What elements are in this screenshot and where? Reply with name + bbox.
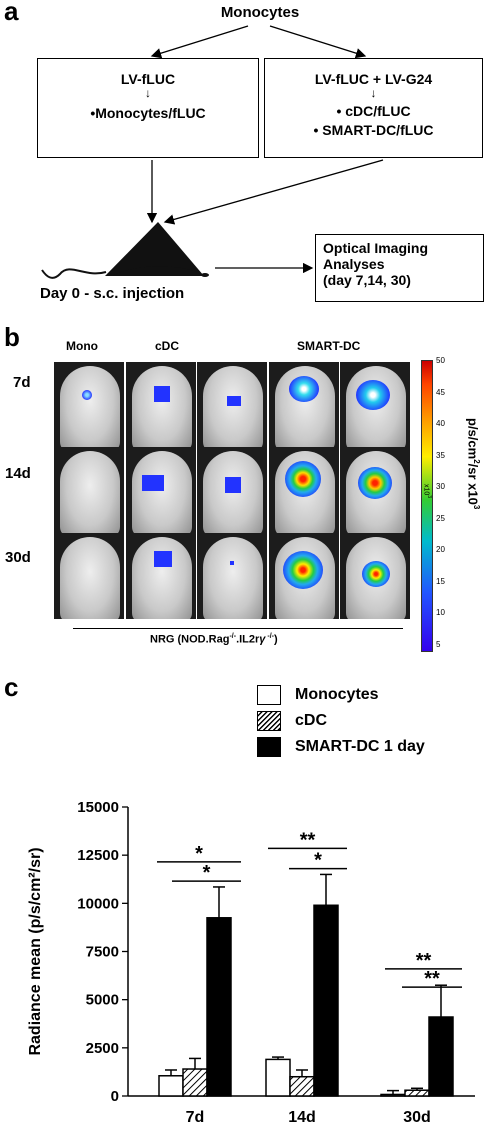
legend-swatch-monocytes bbox=[257, 685, 281, 705]
strain-underline bbox=[73, 628, 403, 629]
mouse-image-cdc1-30d bbox=[126, 533, 196, 619]
mouse-image-smart1-7d bbox=[269, 362, 339, 448]
mouse-image-smart2-30d bbox=[340, 533, 410, 619]
bar-monocytes bbox=[265, 1058, 291, 1097]
analysis-line3: (day 7,14, 30) bbox=[323, 272, 411, 288]
col-header-cdc: cDC bbox=[155, 339, 180, 353]
legend-label-smartdc: SMART-DC 1 day bbox=[295, 738, 425, 755]
row-label-30d: 30d bbox=[5, 549, 31, 566]
y-tick-label: 5000 bbox=[86, 992, 119, 1009]
colorbar-label: p/s/cm2/sr x103 bbox=[465, 418, 481, 510]
mouse-silhouette-icon bbox=[41, 222, 209, 279]
bar-monocytes bbox=[380, 1093, 406, 1097]
right-box-line1: • cDC/fLUC bbox=[336, 103, 411, 119]
legend-swatch-smartdc bbox=[257, 737, 281, 757]
strain-gamma: γ bbox=[259, 633, 266, 646]
colorbar-small-mark: x103 bbox=[422, 484, 432, 499]
colorbar-tick-label: 20 bbox=[436, 545, 445, 555]
left-box-arrow: ↓ bbox=[145, 86, 151, 100]
right-transduction-box: LV-fLUC + LV-G24 ↓ • cDC/fLUC • SMART-DC… bbox=[264, 58, 483, 158]
legend-swatch-cdc bbox=[257, 711, 281, 731]
mouse-image-cdc2-30d bbox=[197, 533, 267, 619]
row-label-7d: 7d bbox=[13, 374, 31, 391]
analysis-line1: Optical Imaging bbox=[323, 240, 429, 256]
monocytes-label: Monocytes bbox=[220, 4, 300, 21]
mouse-image-smart2-14d bbox=[340, 447, 410, 533]
x-tick-label: 7d bbox=[186, 1109, 205, 1126]
legend-item-cdc: cDC bbox=[257, 708, 425, 734]
mouse-image-mono-30d bbox=[54, 533, 124, 619]
bar-cdc bbox=[182, 1068, 208, 1097]
bar-smartdc bbox=[313, 904, 339, 1097]
right-box-arrow: ↓ bbox=[370, 86, 377, 100]
analysis-box: Optical Imaging Analyses (day 7,14, 30) bbox=[315, 234, 484, 302]
legend: Monocytes cDC SMART-DC 1 day bbox=[257, 682, 425, 760]
y-tick-label: 10000 bbox=[77, 895, 119, 912]
row-label-14d: 14d bbox=[5, 465, 31, 482]
injection-label: Day 0 - s.c. injection bbox=[40, 285, 185, 302]
strain-label: NRG (NOD.Rag-/-.IL2rγ -/-) bbox=[150, 633, 278, 646]
colorbar-tick-label: 5 bbox=[436, 640, 441, 649]
right-box-title: LV-fLUC + LV-G24 bbox=[314, 71, 433, 87]
legend-item-smartdc: SMART-DC 1 day bbox=[257, 734, 425, 760]
colorbar-tick-label: 30 bbox=[436, 482, 445, 492]
col-header-mono: Mono bbox=[66, 339, 98, 353]
radiance-bar-chart: 0 2500 5000 7500 10000 12500 15000 Radiance mea… bbox=[27, 799, 475, 1126]
y-tick-label: 12500 bbox=[77, 847, 119, 864]
significance-marker: ** bbox=[424, 968, 440, 990]
y-tick-label: 2500 bbox=[86, 1040, 119, 1057]
y-tick-label: 0 bbox=[111, 1088, 119, 1105]
significance-marker: ** bbox=[416, 950, 432, 972]
significance-marker: * bbox=[195, 843, 203, 865]
bar-cdc bbox=[404, 1089, 430, 1097]
mouse-image-cdc2-14d bbox=[197, 447, 267, 533]
panel-a-arrows bbox=[146, 25, 384, 274]
analysis-line2: Analyses bbox=[323, 256, 385, 272]
y-tick-label: 7500 bbox=[86, 944, 119, 961]
bar-smartdc bbox=[428, 1016, 454, 1097]
col-header-smartdc: SMART-DC bbox=[297, 339, 361, 353]
mouse-image-cdc1-14d bbox=[126, 447, 196, 533]
significance-marker: * bbox=[314, 850, 322, 872]
colorbar-tick-label: 10 bbox=[436, 608, 445, 618]
legend-label-monocytes: Monocytes bbox=[295, 686, 379, 703]
colorbar-tick-label: 15 bbox=[436, 576, 445, 586]
legend-item-monocytes: Monocytes bbox=[257, 682, 425, 708]
panel-b-letter: b bbox=[4, 322, 20, 352]
left-box-title: LV-fLUC bbox=[120, 71, 176, 87]
colorbar-tick-label: 40 bbox=[436, 419, 445, 429]
right-box-line2: • SMART-DC/fLUC bbox=[313, 122, 434, 138]
significance-marker: * bbox=[203, 862, 211, 884]
strain-sup2: -/- bbox=[265, 633, 274, 640]
panel-c-letter: c bbox=[4, 672, 19, 702]
x-tick-label: 30d bbox=[403, 1109, 431, 1126]
mouse-image-smart2-7d bbox=[340, 362, 410, 448]
bar-monocytes bbox=[158, 1075, 184, 1097]
x-tick-label: 14d bbox=[288, 1109, 316, 1126]
legend-label-cdc: cDC bbox=[295, 712, 328, 729]
significance-marker: ** bbox=[300, 829, 316, 851]
panel-a-letter: a bbox=[4, 0, 19, 26]
colorbar-tick-label: 50 bbox=[436, 356, 445, 365]
strain-mid: .IL2r bbox=[236, 633, 260, 646]
mouse-image-smart1-14d bbox=[269, 447, 339, 533]
y-axis-label: Radiance mean (p/s/cm²/sr) bbox=[27, 847, 44, 1055]
y-tick-label: 15000 bbox=[77, 799, 119, 816]
strain-text: NRG (NOD.Rag bbox=[150, 633, 230, 646]
mouse-image-smart1-30d bbox=[269, 533, 339, 619]
mouse-image-cdc2-7d bbox=[197, 362, 267, 448]
strain-end: ) bbox=[273, 633, 278, 646]
bar-smartdc bbox=[206, 917, 232, 1097]
colorbar-tick-label: 45 bbox=[436, 387, 445, 397]
left-transduction-box: LV-fLUC ↓ •Monocytes/fLUC bbox=[37, 58, 259, 158]
colorbar-tick-label: 25 bbox=[436, 513, 445, 523]
mouse-image-cdc1-7d bbox=[126, 362, 196, 448]
left-box-line1: •Monocytes/fLUC bbox=[90, 105, 206, 121]
mouse-image-mono-7d bbox=[54, 362, 124, 448]
mouse-image-mono-14d bbox=[54, 447, 124, 533]
strain-sup1: -/- bbox=[229, 633, 237, 640]
colorbar bbox=[421, 360, 433, 652]
bar-cdc bbox=[289, 1075, 315, 1097]
colorbar-tick-label: 35 bbox=[436, 450, 445, 460]
